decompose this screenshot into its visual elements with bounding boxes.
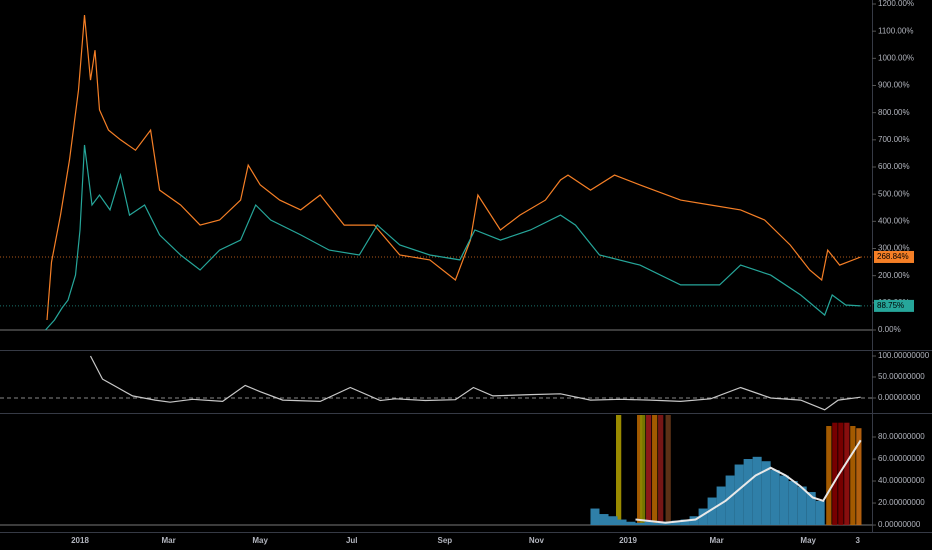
y-tick-label: 500.00%: [878, 189, 910, 198]
last-value-badge: [874, 299, 914, 312]
series-line: [46, 15, 861, 321]
x-tick-label: May: [800, 536, 816, 545]
volume-bar: [725, 475, 735, 526]
y-tick-label: 200.00%: [878, 271, 910, 280]
volume-bar: [806, 492, 816, 526]
signal-band: [616, 415, 622, 526]
x-tick-label: 3: [856, 536, 861, 545]
signal-band: [658, 415, 664, 526]
y-tick-label: 1000.00%: [878, 53, 914, 62]
y-tick-label: 600.00%: [878, 162, 910, 171]
series-line: [89, 355, 861, 411]
signal-band: [637, 415, 643, 526]
signal-band: [652, 415, 658, 526]
volume-bar: [707, 497, 717, 526]
x-tick-label: Mar: [709, 536, 723, 545]
signal-band: [856, 428, 862, 526]
volume-bar: [788, 481, 798, 526]
y-tick-label: 80.00000000: [878, 432, 925, 441]
y-tick-label: 800.00%: [878, 108, 910, 117]
signal-band: [640, 415, 646, 526]
x-tick-label: 2019: [619, 536, 637, 545]
y-tick-label: 300.00%: [878, 244, 910, 253]
series-line: [45, 144, 861, 331]
volume-bar: [599, 514, 609, 526]
y-tick-label: 0.00000000: [878, 520, 921, 529]
last-value-badge: [874, 250, 914, 263]
y-tick-label: 60.00000000: [878, 454, 925, 463]
series-line: [635, 439, 862, 524]
signal-band: [838, 422, 844, 526]
y-tick-label: 40.00000000: [878, 476, 925, 485]
last-value-label: 88.75%: [877, 301, 904, 310]
signal-band: [646, 415, 652, 526]
y-tick-label: 20.00000000: [878, 498, 925, 507]
y-tick-label: 1100.00%: [878, 26, 913, 35]
volume-bar: [608, 516, 618, 526]
signal-band: [832, 422, 838, 526]
y-tick-label: 900.00%: [878, 81, 910, 90]
volume-bar: [815, 500, 825, 526]
volume-bar: [779, 475, 789, 526]
x-tick-label: Mar: [161, 536, 175, 545]
x-tick-label: 2018: [71, 536, 89, 545]
volume-bar: [590, 508, 600, 526]
volume-bar: [752, 456, 762, 526]
signal-band: [844, 422, 850, 526]
x-tick-label: Sep: [438, 536, 453, 545]
y-tick-label: 700.00%: [878, 135, 910, 144]
y-tick-label: 400.00%: [878, 216, 910, 225]
y-tick-label: 1200.00%: [878, 0, 914, 8]
last-value-label: 268.84%: [877, 252, 909, 261]
volume-bar: [644, 521, 654, 526]
signal-band: [826, 426, 832, 526]
volume-bar: [734, 464, 744, 526]
volume-bar: [797, 486, 807, 526]
volume-bar: [671, 520, 681, 526]
volume-bar: [698, 508, 708, 526]
signal-band: [850, 426, 856, 526]
volume-bar: [680, 519, 690, 526]
y-tick-label: 0.00000000: [878, 393, 921, 402]
y-tick-label: 100.00000000: [878, 351, 930, 360]
signal-band: [665, 415, 671, 526]
x-tick-label: Nov: [529, 536, 545, 545]
volume-bar: [626, 521, 636, 526]
y-tick-label: 0.00%: [878, 325, 901, 334]
x-tick-label: Jul: [346, 536, 358, 545]
volume-bar: [743, 459, 753, 526]
volume-bar: [617, 519, 627, 526]
volume-bar: [716, 486, 726, 526]
volume-bar: [635, 522, 645, 526]
y-tick-label: 50.00000000: [878, 372, 925, 381]
volume-bar: [770, 470, 780, 526]
x-tick-label: May: [252, 536, 268, 545]
volume-bar: [761, 461, 771, 526]
volume-bar: [653, 522, 663, 526]
